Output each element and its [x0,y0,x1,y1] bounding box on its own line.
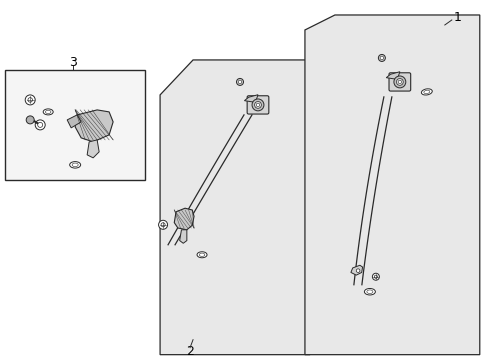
Ellipse shape [70,162,81,168]
FancyBboxPatch shape [5,70,145,180]
Text: 3: 3 [69,57,77,69]
Text: 1: 1 [454,12,462,24]
Circle shape [238,80,242,84]
Polygon shape [180,230,187,243]
Circle shape [28,98,32,102]
Ellipse shape [424,90,430,94]
Circle shape [161,223,165,227]
Circle shape [255,102,261,108]
Circle shape [398,80,401,84]
FancyBboxPatch shape [247,96,269,114]
Circle shape [396,78,403,85]
Circle shape [252,99,264,111]
Text: 2: 2 [186,345,194,358]
Ellipse shape [365,288,375,295]
Circle shape [356,269,360,273]
Polygon shape [87,140,99,158]
Circle shape [159,220,168,229]
Circle shape [380,56,384,60]
Circle shape [378,54,385,62]
Polygon shape [160,60,310,355]
Polygon shape [174,208,194,230]
Circle shape [237,78,244,85]
Ellipse shape [199,253,205,256]
Polygon shape [75,110,113,142]
Ellipse shape [43,109,53,115]
Polygon shape [67,115,81,128]
FancyBboxPatch shape [389,73,411,91]
Circle shape [372,273,379,280]
Circle shape [256,103,260,107]
Circle shape [374,275,377,278]
Ellipse shape [46,110,51,113]
Ellipse shape [421,89,432,95]
Circle shape [35,120,45,130]
Circle shape [26,116,34,124]
Circle shape [394,76,406,88]
Ellipse shape [197,252,207,258]
Circle shape [25,95,35,105]
Polygon shape [386,72,400,79]
Circle shape [38,122,43,127]
Ellipse shape [367,290,373,293]
Polygon shape [245,95,258,102]
Ellipse shape [72,163,78,167]
Polygon shape [351,265,363,275]
Polygon shape [305,15,480,355]
